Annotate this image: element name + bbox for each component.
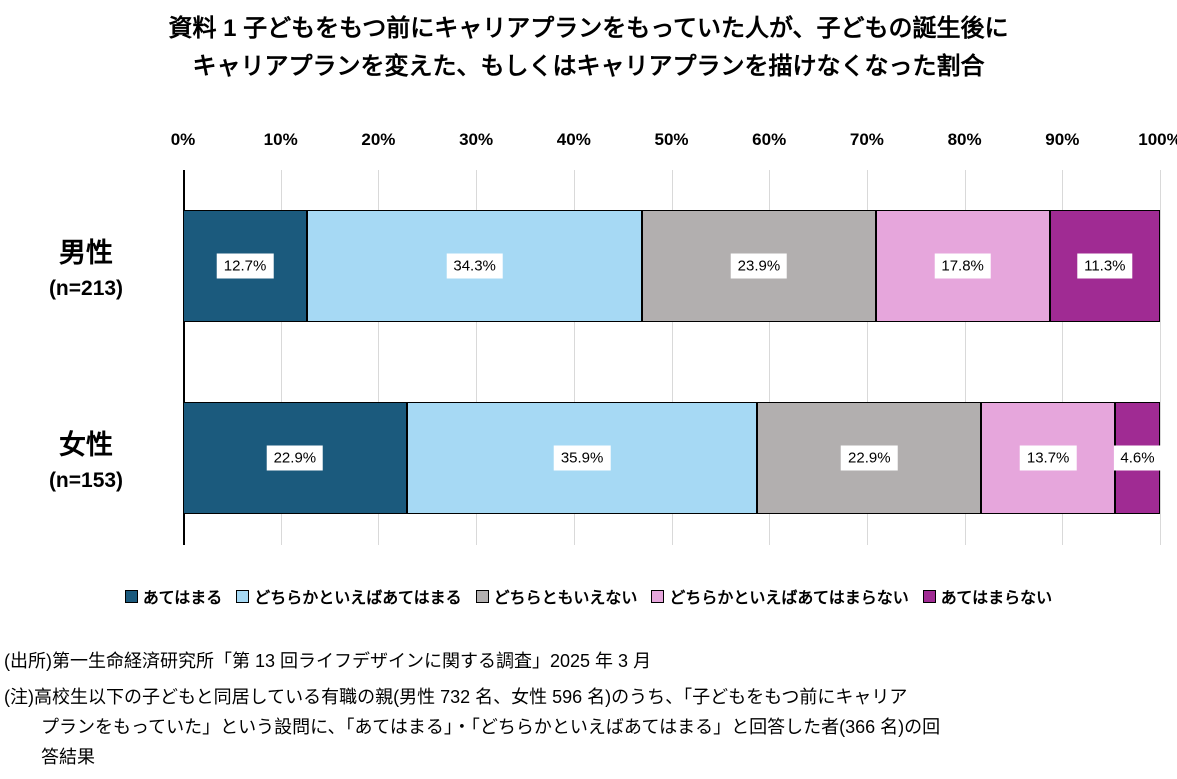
legend-label: どちらかといえばあてはまる — [254, 590, 462, 607]
x-axis-tick-label: 10% — [263, 130, 298, 149]
legend-swatch-icon — [651, 589, 665, 603]
chart-title-line2: キャリアプランを変えた、もしくはキャリアプランを描けなくなった割合 — [192, 53, 985, 80]
value-label: 22.9% — [841, 445, 898, 471]
x-axis-tick-label: 100% — [1138, 130, 1177, 149]
category-name: 女性 — [59, 430, 113, 460]
value-label: 13.7% — [1019, 445, 1077, 471]
gridline — [769, 170, 771, 545]
gridline — [573, 170, 575, 545]
value-label: 23.9% — [730, 253, 788, 279]
chart-title-line1: 資料 1 子どもをもつ前にキャリアプランをもっていた人が、子どもの誕生後に — [168, 15, 1009, 42]
x-axis-tick-label: 80% — [947, 130, 982, 149]
bar-segment — [1049, 210, 1160, 322]
category-label: 男性 (n=213) — [0, 210, 172, 322]
legend-item: どちらかといえばあてはまらない — [651, 584, 909, 608]
legend-item: あてはまる — [124, 584, 223, 608]
category-name: 男性 — [59, 238, 113, 268]
source-note: (出所)第一生命経済研究所「第 13 回ライフデザインに関する調査」2025 年… — [4, 651, 652, 671]
legend-item: どちらともいえない — [475, 584, 638, 608]
x-axis-tick-label: 50% — [654, 130, 689, 149]
legend: あてはまる どちらかといえばあてはまる どちらともいえない どちらかといえばあてはまら… — [0, 584, 1177, 608]
value-label: 12.7% — [216, 253, 274, 279]
value-label: 22.9% — [266, 445, 324, 471]
x-axis-tick-label: 90% — [1045, 130, 1080, 149]
legend-label: どちらともいえない — [493, 590, 638, 607]
category-label: 女性 (n=153) — [0, 402, 172, 514]
legend-swatch-icon — [236, 589, 250, 603]
legend-swatch-icon — [475, 589, 489, 603]
legend-label: あてはまる — [142, 590, 223, 607]
value-label: 11.3% — [1077, 253, 1133, 279]
category-sample-size: (n=153) — [48, 469, 124, 492]
footnotes: (出所)第一生命経済研究所「第 13 回ライフデザインに関する調査」2025 年… — [4, 646, 1174, 772]
gridline — [280, 170, 282, 545]
value-label: 35.9% — [553, 445, 611, 471]
x-axis-ticks: 0% 10% 20% 30% 40% 50% 60% 70% 80% 90% 100% — [171, 130, 1177, 154]
legend-swatch-icon — [124, 589, 138, 603]
legend-swatch-icon — [922, 589, 936, 603]
note-line-3: 答結果 — [41, 747, 95, 767]
x-axis-tick-label: 30% — [459, 130, 494, 149]
x-axis-tick-label: 20% — [361, 130, 396, 149]
x-axis-tick-label: 60% — [752, 130, 787, 149]
category-axis: 男性 (n=213) 女性 (n=153) — [0, 170, 172, 545]
x-axis-tick-label: 0% — [170, 130, 196, 149]
gridline — [964, 170, 966, 545]
value-label: 4.6% — [1113, 445, 1162, 471]
value-label: 34.3% — [446, 253, 503, 279]
category-sample-size: (n=213) — [48, 277, 124, 300]
plot-area: 12.7% 34.3% 23.9% 17.8% 11.3% 22.9% 35.9% 22.9%… — [183, 170, 1162, 545]
stacked-bar-1: 12.7% 34.3% 23.9% 17.8% 11.3% — [183, 210, 1160, 322]
note-line-2: プランをもっていた」という設問に、「あてはまる」・「どちらかといえばあてはまる」… — [41, 717, 941, 737]
gridline — [1160, 170, 1161, 545]
note-line-1: (注)高校生以下の子どもと同居している有職の親(男性 732 名、女性 596 … — [4, 687, 908, 707]
chart-title: 資料 1 子どもをもつ前にキャリアプランをもっていた人が、子どもの誕生後に キャ… — [0, 10, 1177, 86]
legend-item: どちらかといえばあてはまる — [236, 584, 462, 608]
x-axis-tick-label: 40% — [556, 130, 591, 149]
legend-item: あてはまらない — [922, 584, 1053, 608]
gridline — [866, 170, 868, 545]
legend-label: どちらかといえばあてはまらない — [669, 590, 909, 607]
gridline — [671, 170, 673, 545]
gridline — [1062, 170, 1064, 545]
legend-label: あてはまらない — [940, 590, 1053, 607]
x-axis-tick-label: 70% — [849, 130, 884, 149]
gridline — [378, 170, 380, 545]
value-label: 17.8% — [934, 253, 991, 279]
stacked-bar-2: 22.9% 35.9% 22.9% 13.7% 4.6% — [183, 402, 1162, 514]
gridline — [476, 170, 478, 545]
y-axis-line — [183, 170, 185, 545]
